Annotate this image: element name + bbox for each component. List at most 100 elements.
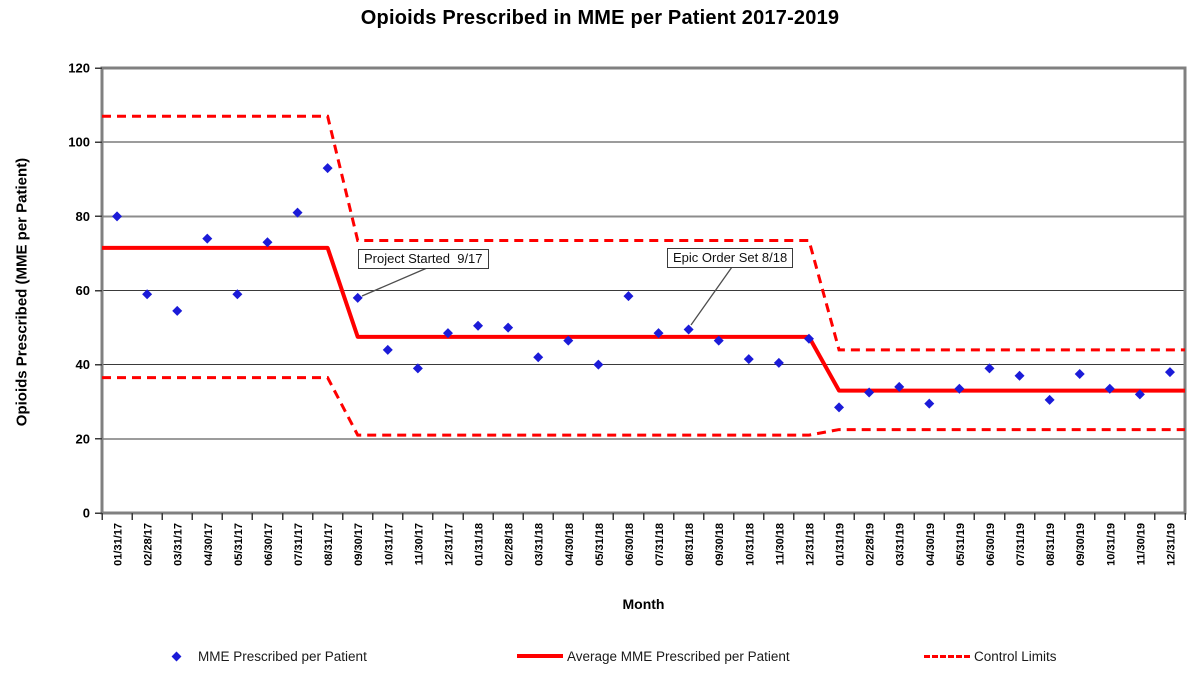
svg-text:09/30/18: 09/30/18 [714, 523, 726, 566]
data-point [1164, 367, 1175, 378]
svg-text:05/31/17: 05/31/17 [233, 523, 245, 566]
y-gridlines [102, 141, 1185, 440]
svg-text:04/30/19: 04/30/19 [925, 523, 937, 566]
svg-text:11/30/18: 11/30/18 [774, 523, 786, 565]
data-point [533, 352, 544, 363]
svg-text:07/31/17: 07/31/17 [293, 523, 305, 566]
svg-text:0: 0 [83, 506, 90, 521]
red-solid-line-icon [517, 654, 563, 658]
axis-ticks [95, 67, 1186, 520]
svg-text:20: 20 [76, 431, 90, 446]
data-point [503, 322, 514, 333]
svg-text:08/31/17: 08/31/17 [323, 523, 335, 566]
data-point [954, 383, 965, 394]
data-point [352, 292, 363, 303]
data-point [232, 289, 243, 300]
svg-text:02/28/18: 02/28/18 [504, 523, 516, 566]
data-point [773, 357, 784, 368]
annotation-epic-order-set: Epic Order Set 8/18 [667, 248, 794, 268]
legend-label-control-limits: Control Limits [974, 648, 1057, 664]
svg-text:06/30/19: 06/30/19 [985, 523, 997, 566]
legend-label-points: MME Prescribed per Patient [198, 648, 367, 664]
data-point [262, 237, 273, 248]
data-point [112, 211, 123, 222]
svg-text:04/30/17: 04/30/17 [203, 523, 215, 566]
data-point [1014, 370, 1025, 381]
x-axis-title: Month [622, 596, 665, 612]
svg-text:07/31/19: 07/31/19 [1015, 523, 1027, 566]
svg-text:08/31/18: 08/31/18 [684, 523, 696, 566]
svg-text:12/31/17: 12/31/17 [443, 523, 455, 566]
lower-control-limit-line [102, 376, 1185, 437]
chart-title: Opioids Prescribed in MME per Patient 20… [360, 7, 840, 29]
legend-item-average-line: Average MME Prescribed per Patient [517, 646, 790, 666]
legend-item-mme-points: MME Prescribed per Patient [171, 646, 367, 666]
svg-text:01/31/18: 01/31/18 [474, 523, 486, 566]
svg-text:12/31/19: 12/31/19 [1165, 523, 1177, 566]
annotation-project-started: Project Started 9/17 [358, 249, 489, 269]
svg-text:06/30/18: 06/30/18 [624, 523, 636, 566]
data-point [834, 402, 845, 413]
data-point [1134, 389, 1145, 400]
data-point [473, 320, 484, 331]
data-points [112, 163, 1175, 413]
svg-text:01/31/17: 01/31/17 [113, 523, 125, 566]
data-point [984, 363, 995, 374]
data-point [382, 344, 393, 355]
data-point [683, 324, 694, 335]
svg-text:03/31/19: 03/31/19 [895, 523, 907, 566]
data-point [653, 328, 664, 339]
legend-item-control-limits: Control Limits [924, 646, 1057, 666]
data-point [743, 354, 754, 365]
svg-text:60: 60 [76, 283, 90, 298]
data-point [1044, 394, 1055, 405]
data-point [1104, 383, 1115, 394]
svg-text:07/31/18: 07/31/18 [654, 523, 666, 566]
data-point [803, 333, 814, 344]
svg-text:05/31/19: 05/31/19 [955, 523, 967, 566]
svg-text:10/31/17: 10/31/17 [383, 523, 395, 566]
red-dashed-line-icon [924, 654, 970, 658]
svg-text:01/31/19: 01/31/19 [835, 523, 847, 566]
svg-text:09/30/19: 09/30/19 [1075, 523, 1087, 566]
svg-text:02/28/17: 02/28/17 [143, 523, 155, 566]
svg-text:03/31/18: 03/31/18 [534, 523, 546, 566]
data-point [442, 328, 453, 339]
svg-text:05/31/18: 05/31/18 [594, 523, 606, 566]
svg-text:120: 120 [68, 61, 90, 76]
svg-text:11/30/17: 11/30/17 [413, 523, 425, 565]
data-point [1074, 368, 1085, 379]
upper-control-limit-line [102, 114, 1185, 352]
data-point [322, 163, 333, 174]
svg-text:02/28/19: 02/28/19 [865, 523, 877, 566]
svg-text:10/31/18: 10/31/18 [744, 523, 756, 566]
x-tick-labels: 01/31/17 02/28/17 03/31/17 04/30/17 05/31/17… [113, 523, 1178, 566]
data-point [593, 359, 604, 370]
svg-text:40: 40 [76, 357, 90, 372]
data-point [894, 381, 905, 392]
data-point [623, 291, 634, 302]
svg-text:04/30/18: 04/30/18 [564, 523, 576, 566]
y-tick-labels: 0 20 40 60 80 100 120 [68, 61, 90, 521]
svg-text:80: 80 [76, 209, 90, 224]
data-point [864, 387, 875, 398]
data-point [142, 289, 153, 300]
data-point [563, 335, 574, 346]
svg-text:06/30/17: 06/30/17 [263, 523, 275, 566]
data-point [202, 233, 213, 244]
legend-label-average: Average MME Prescribed per Patient [567, 648, 790, 664]
annotation-leader-lines [361, 266, 733, 326]
svg-text:100: 100 [68, 135, 90, 150]
svg-text:03/31/17: 03/31/17 [173, 523, 185, 566]
data-point [292, 207, 303, 218]
svg-text:09/30/17: 09/30/17 [353, 523, 365, 566]
data-point [412, 363, 423, 374]
data-point [713, 335, 724, 346]
svg-text:12/31/18: 12/31/18 [804, 523, 816, 566]
svg-text:08/31/19: 08/31/19 [1045, 523, 1057, 566]
data-point [924, 398, 935, 409]
svg-text:10/31/19: 10/31/19 [1105, 523, 1117, 566]
svg-text:11/30/19: 11/30/19 [1135, 523, 1147, 565]
